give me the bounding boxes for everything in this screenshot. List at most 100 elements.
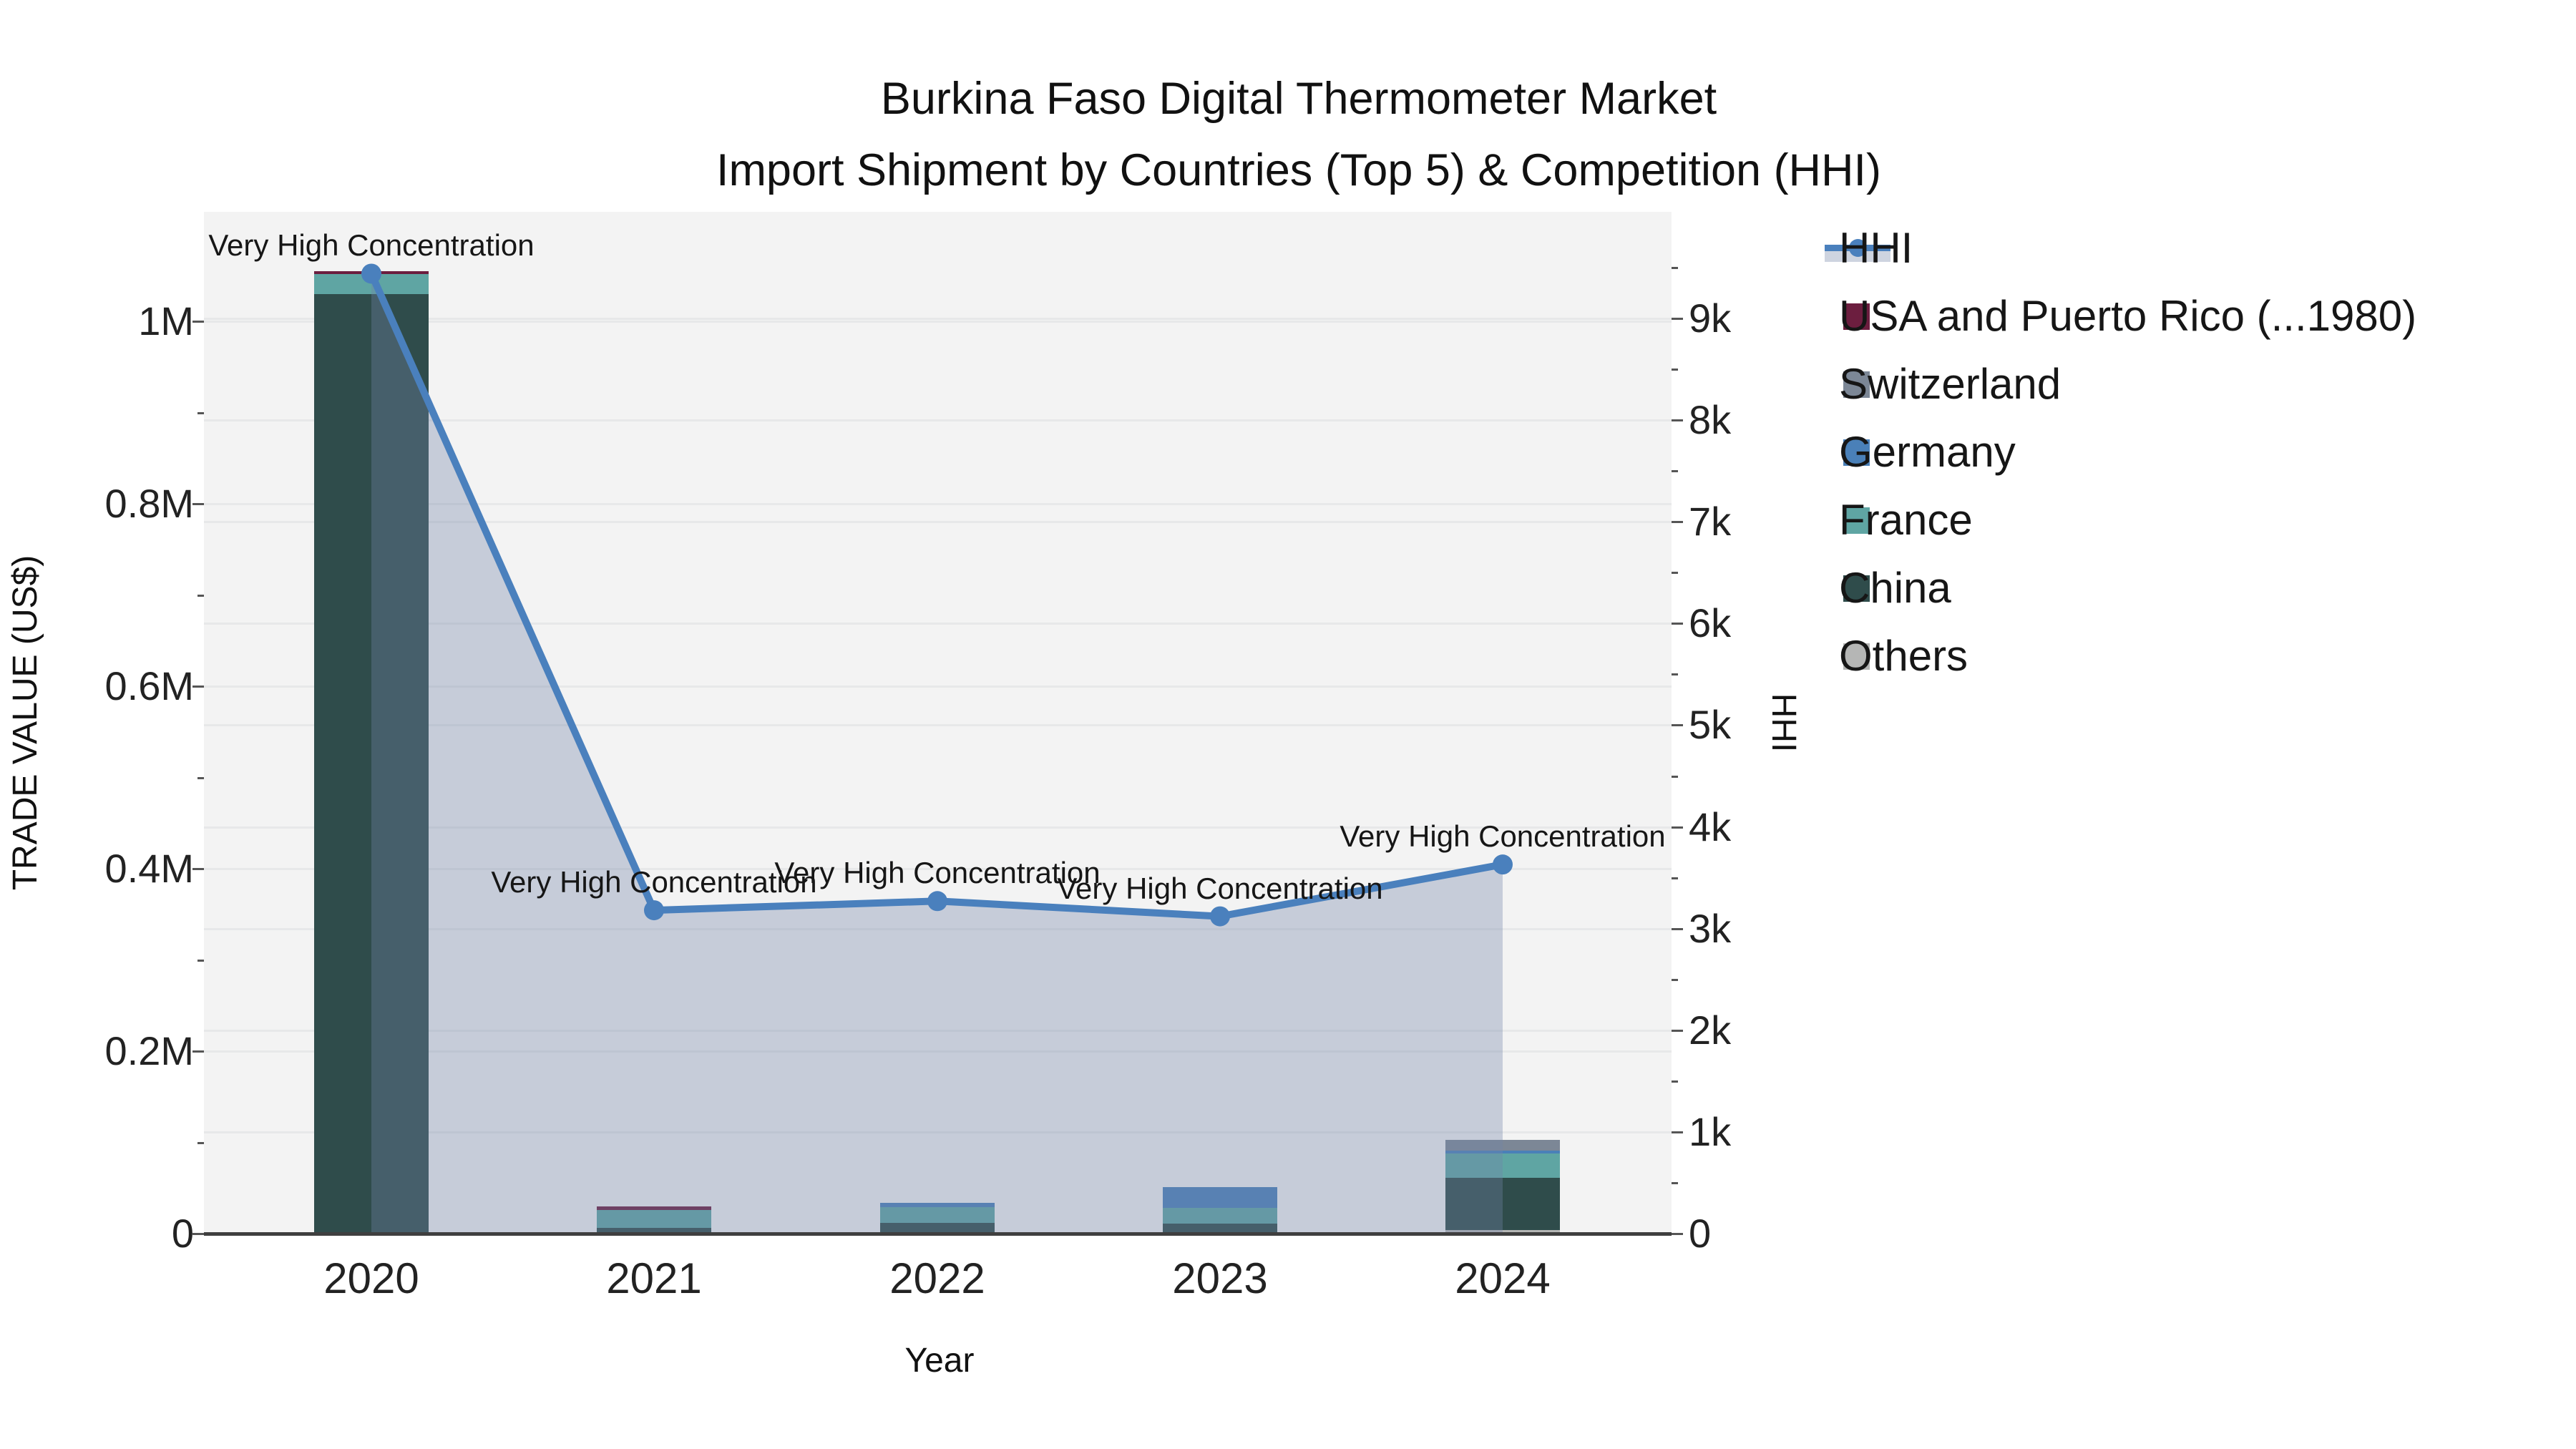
switzerland-swatch-icon xyxy=(1825,362,1893,406)
y-right-tick-label: 5k xyxy=(1689,702,1732,748)
y-right-tick-label: 8k xyxy=(1689,397,1732,443)
others-color-swatch xyxy=(1843,643,1870,670)
annotation-2023: Very High Concentration xyxy=(1057,871,1383,905)
usa-color-swatch xyxy=(1843,303,1870,330)
y-right-tickmark xyxy=(1672,318,1683,320)
legend-item-germany[interactable]: Germany xyxy=(1825,430,2016,474)
y-right-tickmark xyxy=(1672,1131,1683,1133)
hhi-line-layer xyxy=(361,263,1513,1234)
x-tick-label-2022: 2022 xyxy=(889,1254,985,1302)
annotation-2020: Very High Concentration xyxy=(208,228,535,263)
hhi-marker-2022[interactable] xyxy=(927,891,947,912)
y-right-minor-tickmark xyxy=(1672,673,1678,676)
y-right-tickmark xyxy=(1672,1233,1683,1235)
hhi-marker-2023[interactable] xyxy=(1210,906,1230,927)
y-left-tickmark xyxy=(192,1050,204,1053)
y-left-tick-label: 0 xyxy=(171,1211,194,1256)
bar-segment-usa-and-puerto-rico-1980--2021[interactable] xyxy=(597,1206,711,1210)
y-left-tickmark xyxy=(192,686,204,688)
gridline-right-axis xyxy=(204,623,1672,625)
x-tick-label-2023: 2023 xyxy=(1172,1254,1268,1302)
legend-label-germany: Germany xyxy=(1839,428,2016,476)
y-right-minor-tickmark xyxy=(1672,1181,1678,1184)
y-left-minor-tickmark xyxy=(197,594,204,597)
annotation-2022: Very High Concentration xyxy=(774,856,1101,890)
bar-segment-china-2023[interactable] xyxy=(1163,1223,1277,1234)
hhi-marker-2021[interactable] xyxy=(644,900,664,921)
annotation-2024: Very High Concentration xyxy=(1340,819,1666,854)
y-left-tickmark xyxy=(192,1233,204,1235)
gridline-left-axis xyxy=(204,321,1672,323)
bar-segment-china-2021[interactable] xyxy=(597,1228,711,1234)
legend-label-france: France xyxy=(1839,496,1973,544)
y-right-tick-label: 6k xyxy=(1689,600,1732,646)
y-left-tick-label: 0.6M xyxy=(104,663,195,708)
y-right-minor-tickmark xyxy=(1672,266,1678,269)
x-axis-line xyxy=(204,1232,1672,1236)
legend-item-hhi[interactable]: HHI xyxy=(1825,226,1913,270)
bar-segment-china-2024[interactable] xyxy=(1445,1178,1560,1230)
bar-segment-germany-2023[interactable] xyxy=(1163,1186,1277,1209)
france-swatch-icon xyxy=(1825,498,1893,542)
germany-swatch-icon xyxy=(1825,430,1893,474)
y-right-tick-label: 9k xyxy=(1689,296,1732,341)
y-right-minor-tickmark xyxy=(1672,470,1678,473)
bar-segment-france-2022[interactable] xyxy=(880,1207,995,1223)
bar-segment-others-2024[interactable] xyxy=(1445,1229,1560,1234)
france-color-swatch xyxy=(1843,507,1870,534)
y-right-tick-label: 3k xyxy=(1689,905,1732,951)
bar-segment-france-2023[interactable] xyxy=(1163,1208,1277,1224)
y-right-tick-label: 7k xyxy=(1689,499,1732,545)
y-left-tickmark xyxy=(192,321,204,323)
bar-segment-china-2022[interactable] xyxy=(880,1222,995,1234)
bar-segment-france-2024[interactable] xyxy=(1445,1153,1560,1179)
legend-item-china[interactable]: China xyxy=(1825,566,1951,610)
china-color-swatch xyxy=(1843,575,1870,602)
gridline-left-axis xyxy=(204,868,1672,870)
germany-color-swatch xyxy=(1843,439,1870,466)
legend-item-usa[interactable]: USA and Puerto Rico (...1980) xyxy=(1825,294,2416,338)
legend-label-others: Others xyxy=(1839,632,1968,680)
y-left-minor-tickmark xyxy=(197,411,204,414)
y-right-tick-label: 1k xyxy=(1689,1108,1732,1154)
y-left-tickmark xyxy=(192,503,204,505)
legend-item-others[interactable]: Others xyxy=(1825,634,1968,678)
chart-title-line1: Burkina Faso Digital Thermometer Market xyxy=(880,74,1717,124)
y-right-tickmark xyxy=(1672,1029,1683,1032)
y-right-minor-tickmark xyxy=(1672,877,1678,879)
gridline-right-axis xyxy=(204,826,1672,829)
bar-segment-switzerland-2024[interactable] xyxy=(1445,1139,1560,1151)
y-right-minor-tickmark xyxy=(1672,572,1678,575)
plot-area-background xyxy=(204,212,1672,1234)
bar-segment-china-2020[interactable] xyxy=(314,293,429,1234)
hhi-marker-2024[interactable] xyxy=(1493,854,1513,875)
x-tick-label-2024: 2024 xyxy=(1455,1254,1551,1302)
hhi-marker-2020[interactable] xyxy=(361,263,381,284)
switzerland-color-swatch xyxy=(1843,371,1870,398)
y-right-tickmark xyxy=(1672,724,1683,727)
y-right-tickmark xyxy=(1672,826,1683,829)
y-right-tick-label: 2k xyxy=(1689,1007,1732,1053)
gridline-right-axis xyxy=(204,1131,1672,1133)
hhi-area-fill xyxy=(371,273,1503,1234)
y-left-tick-label: 0.2M xyxy=(104,1028,195,1073)
hhi-marker-sample xyxy=(1849,239,1867,257)
y-right-minor-tickmark xyxy=(1672,775,1678,778)
legend-label-china: China xyxy=(1839,564,1951,612)
y-right-minor-tickmark xyxy=(1672,1080,1678,1083)
legend: HHI USA and Puerto Rico (...1980) Switzerl… xyxy=(1825,226,2540,741)
others-swatch-icon xyxy=(1825,634,1893,678)
y-right-tickmark xyxy=(1672,623,1683,625)
y-left-tick-label: 0.4M xyxy=(104,846,195,891)
y-left-minor-tickmark xyxy=(197,776,204,779)
x-tick-label-2020: 2020 xyxy=(323,1254,419,1302)
bar-segment-germany-2024[interactable] xyxy=(1445,1150,1560,1153)
legend-item-france[interactable]: France xyxy=(1825,498,1973,542)
y-left-tick-label: 0.8M xyxy=(104,481,195,526)
legend-item-switzerland[interactable]: Switzerland xyxy=(1825,362,2061,406)
bar-segment-germany-2022[interactable] xyxy=(880,1202,995,1208)
bar-segment-france-2021[interactable] xyxy=(597,1209,711,1229)
y-right-minor-tickmark xyxy=(1672,978,1678,981)
gridline-right-axis xyxy=(204,318,1672,320)
